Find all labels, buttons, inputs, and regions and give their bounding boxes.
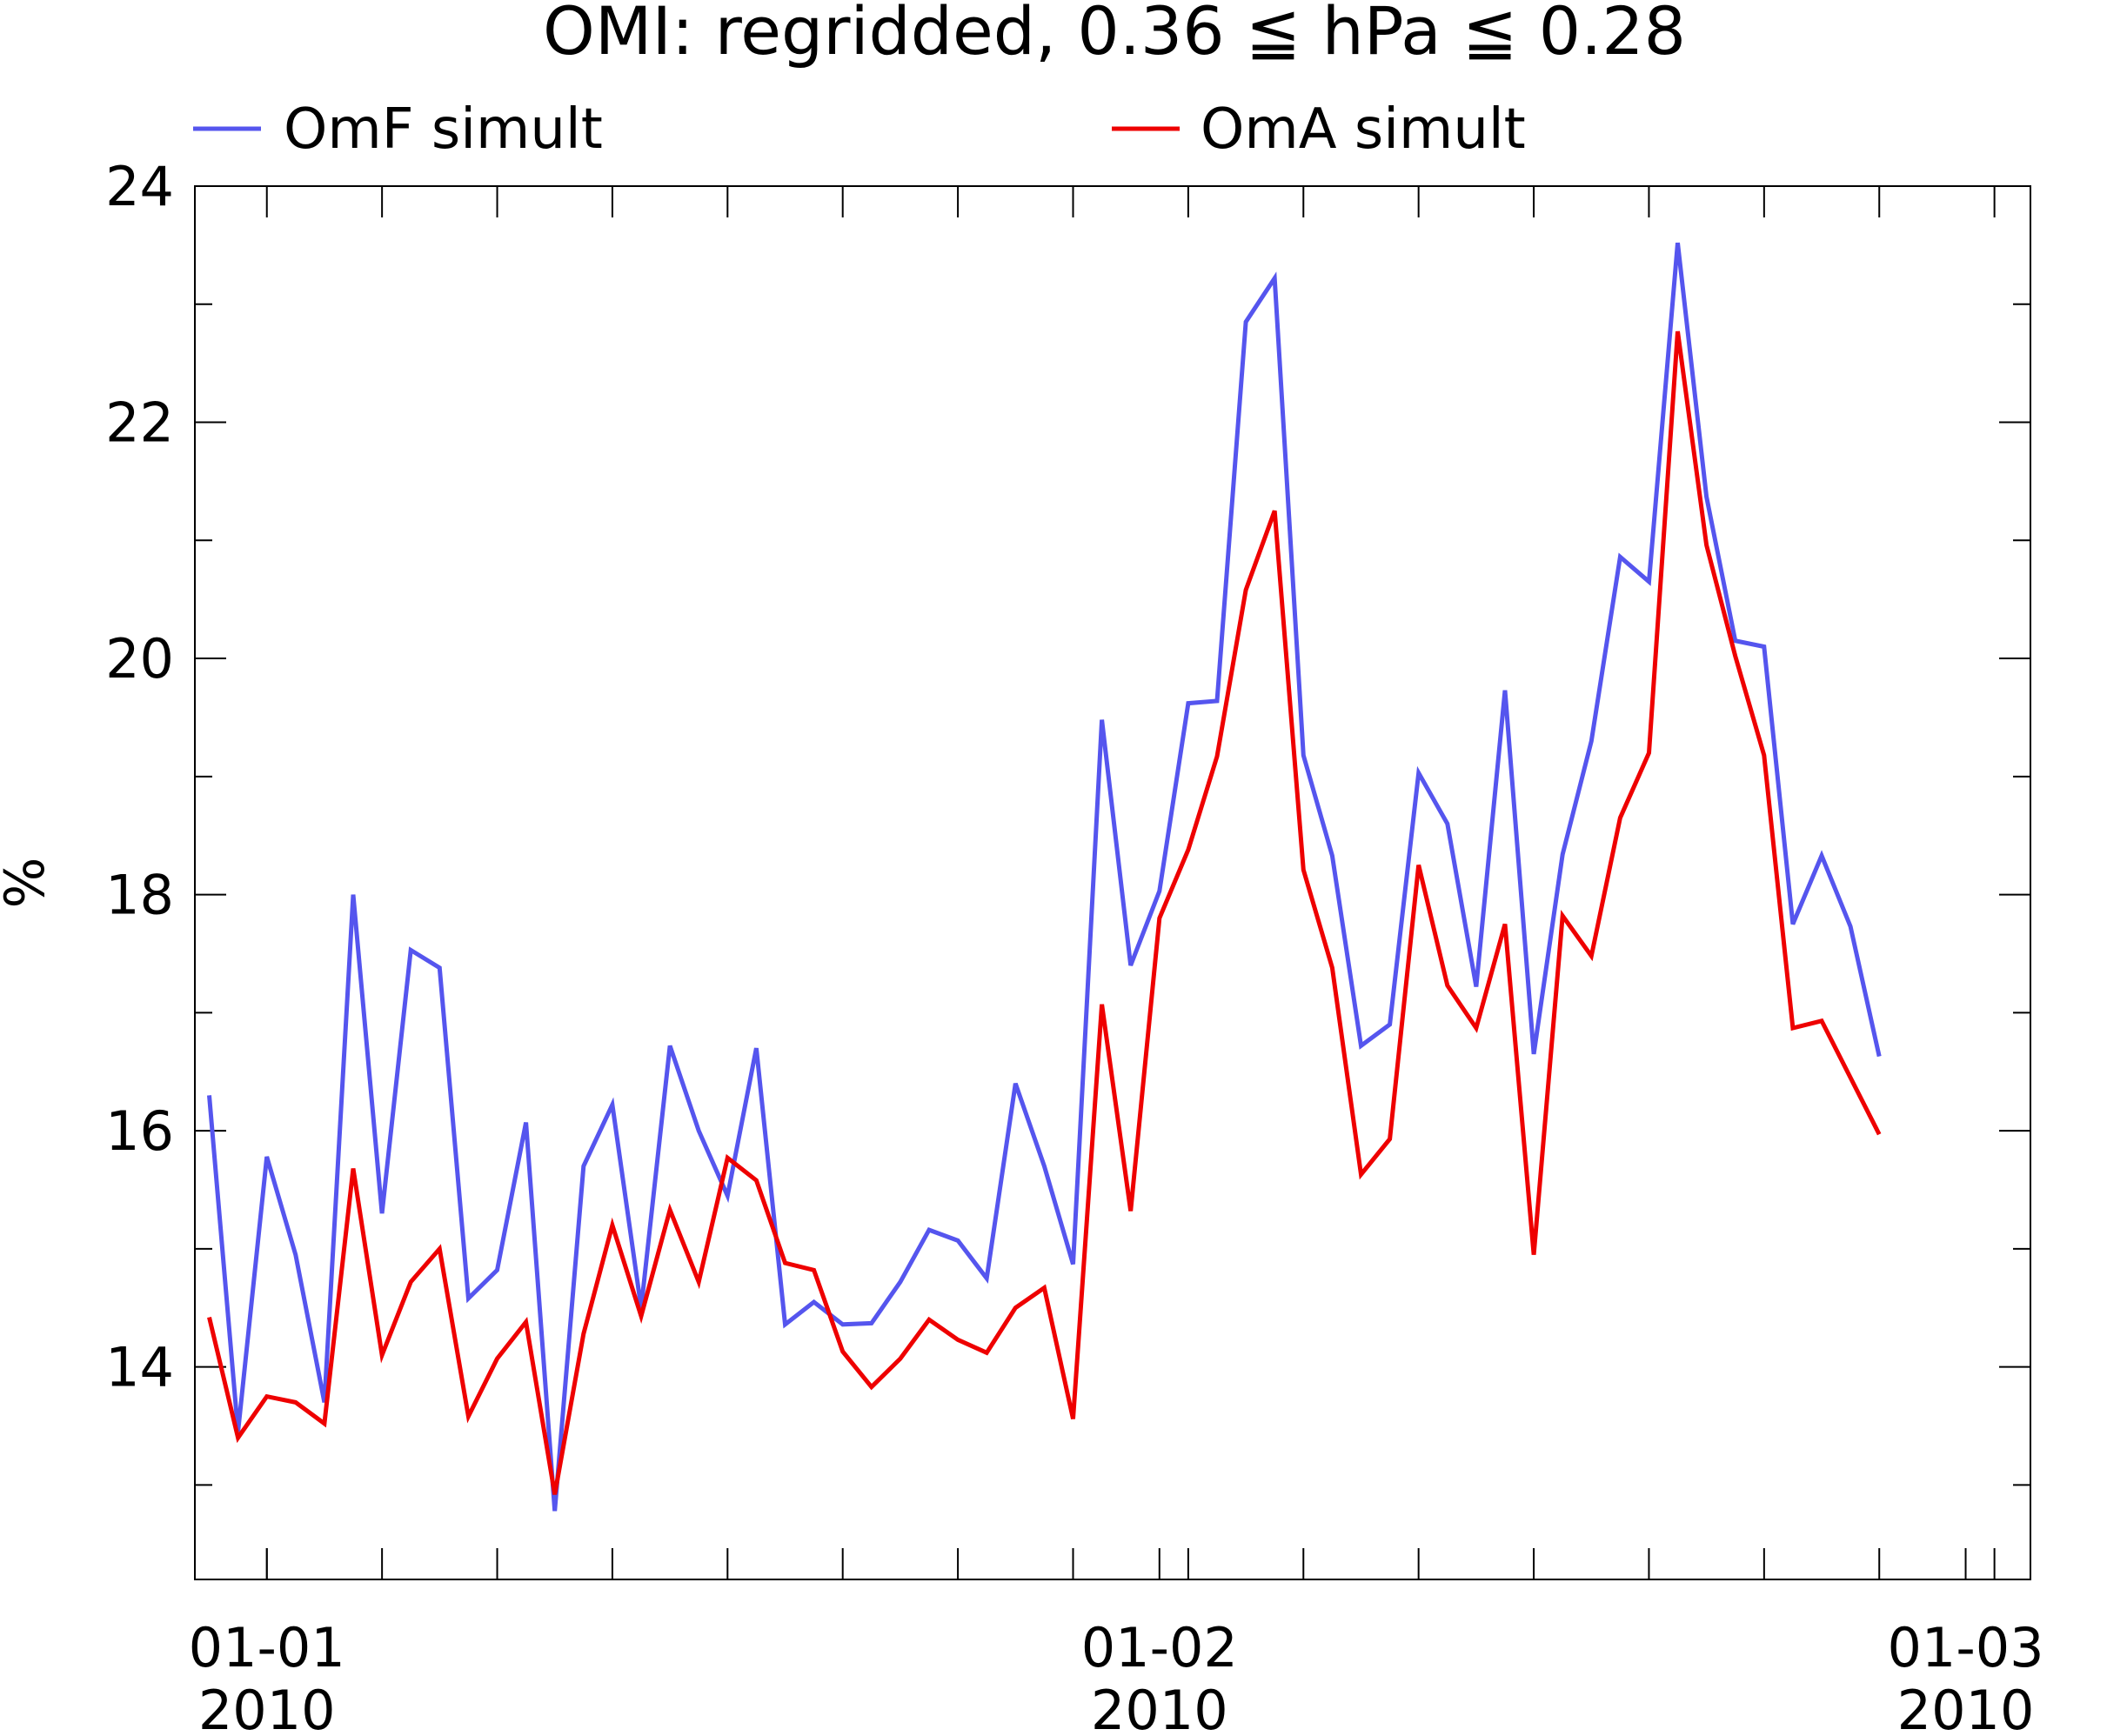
y-tick-label: 14 — [105, 1336, 174, 1399]
series-line-oma — [207, 331, 1882, 1495]
x-tick-label-line2: 2010 — [198, 1679, 336, 1736]
y-tick-label: 16 — [105, 1099, 174, 1163]
plot-frame — [194, 185, 2031, 1580]
x-tick-label-line2: 2010 — [1897, 1679, 2035, 1736]
x-tick-label-line1: 01-02 — [1081, 1616, 1238, 1679]
y-tick-label: 18 — [105, 864, 174, 927]
y-ticks: 14 16 18 20 22 24 — [105, 155, 2030, 1486]
x-tick-label-line1: 01-01 — [189, 1616, 345, 1679]
series-lines — [207, 242, 1882, 1512]
y-tick-label: 24 — [105, 155, 174, 218]
x-tick-label-line1: 01-03 — [1887, 1616, 2043, 1679]
series-line-omf — [207, 242, 1882, 1512]
x-tick-label-line2: 2010 — [1091, 1679, 1228, 1736]
y-tick-label: 22 — [105, 391, 174, 455]
legend-label-omf: OmF simult — [284, 97, 603, 162]
chart-title: OMI: regridded, 0.36 ≦ hPa ≦ 0.28 — [543, 0, 1686, 70]
legend-label-oma: OmA simult — [1201, 97, 1526, 162]
y-tick-label: 20 — [105, 627, 174, 691]
y-axis-label: % — [0, 858, 57, 909]
legend: OmF simult OmA simult — [193, 97, 1526, 162]
